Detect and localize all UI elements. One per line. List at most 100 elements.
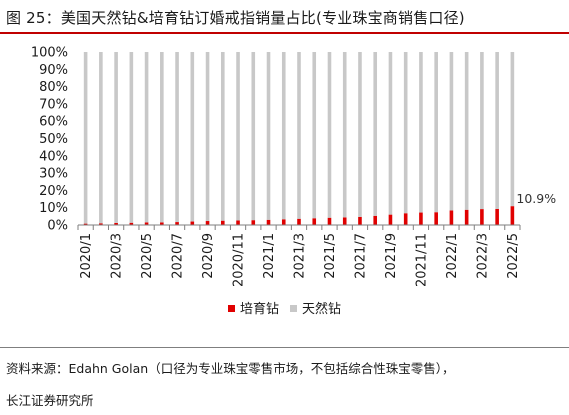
bar-segment-lab-grown (266, 219, 271, 225)
bar-segment-lab-grown (510, 206, 515, 225)
footer-divider (0, 347, 569, 348)
x-tick-label: 2020/9 (201, 233, 216, 279)
y-tick-label: 80% (39, 80, 68, 95)
y-tick-label: 40% (39, 149, 68, 164)
bar-segment-natural (236, 52, 240, 221)
x-tick-label: 2021/7 (353, 233, 368, 279)
bar-segment-lab-grown (388, 214, 393, 225)
bar-segment-natural (160, 52, 164, 223)
bar-segment-natural (220, 52, 225, 221)
bar-segment-lab-grown (190, 221, 195, 225)
y-tick-label: 60% (39, 115, 68, 130)
bar-segment-natural (342, 52, 347, 218)
bar-segment-lab-grown (175, 222, 179, 225)
bars (83, 52, 515, 225)
bar-segment-lab-grown (281, 219, 286, 225)
bar-segment-lab-grown (464, 209, 469, 225)
bar-segment-natural (358, 52, 362, 217)
bar-segment-natural (388, 52, 393, 215)
y-tick-label: 100% (31, 46, 68, 61)
y-tick-label: 30% (39, 167, 68, 182)
legend-item: 培育钻 (228, 301, 279, 317)
bar-segment-natural (99, 52, 103, 224)
bar-segment-lab-grown (495, 208, 499, 225)
legend-swatch (290, 305, 297, 312)
bar-segment-lab-grown (83, 223, 88, 225)
bar-segment-natural (312, 52, 317, 219)
bar-segment-natural (373, 52, 378, 216)
bar-segment-lab-grown (99, 223, 103, 225)
bar-segment-lab-grown (205, 221, 210, 225)
y-tick-label: 20% (39, 184, 68, 199)
bar-segment-natural (510, 52, 515, 207)
x-tick-label: 2021/11 (414, 233, 429, 287)
x-tick-label: 2021/9 (384, 233, 399, 279)
x-tick-label: 2021/1 (262, 233, 277, 279)
legend-swatch (228, 305, 235, 312)
legend: 培育钻 天然钻 (228, 301, 341, 317)
bar-segment-natural (114, 52, 118, 223)
x-tick-label: 2022/1 (445, 233, 460, 279)
y-tick-label: 70% (39, 97, 68, 112)
bar-segment-lab-grown (144, 222, 149, 225)
bar-segment-natural (251, 52, 256, 221)
legend-label: 天然钻 (302, 301, 341, 317)
bar-segment-natural (266, 52, 271, 220)
bar-segment-lab-grown (449, 210, 454, 225)
bar-segment-lab-grown (220, 220, 225, 225)
bar-segment-natural (129, 52, 134, 223)
bar-segment-lab-grown (373, 215, 378, 225)
bar-segment-lab-grown (342, 217, 347, 225)
bar-segment-lab-grown (251, 220, 256, 225)
x-axis: 2020/1 2020/3 2020/5 2020/7 2020/9 2020/11 202… (77, 224, 521, 287)
y-tick-label: 50% (39, 132, 68, 147)
y-tick-label: 10% (39, 201, 68, 216)
x-tick-label: 2020/11 (232, 233, 247, 287)
publisher-note: 长江证券研究所 (6, 393, 94, 408)
bar-segment-lab-grown (160, 222, 164, 225)
bar-segment-lab-grown (129, 222, 134, 225)
chart-title: 图 25：美国天然钻&培育钻订婚戒指销量占比(专业珠宝商销售口径) (6, 9, 465, 27)
y-axis: 0% 10% 20% 30% 40% 50% 60% 70% 80% 90% 100% (31, 46, 68, 234)
data-label: 10.9% (516, 191, 556, 206)
bar-segment-natural (297, 52, 301, 219)
bar-segment-natural (175, 52, 179, 223)
bar-segment-lab-grown (434, 212, 438, 225)
bar-segment-natural (205, 52, 210, 222)
bar-segment-natural (434, 52, 438, 213)
bar-segment-natural (449, 52, 454, 211)
annotations: 10.9% (516, 191, 556, 206)
legend-item: 天然钻 (290, 301, 341, 317)
x-tick-label: 2022/3 (475, 233, 490, 279)
bar-segment-natural (281, 52, 286, 220)
bar-segment-natural (327, 52, 332, 218)
bar-segment-lab-grown (358, 216, 362, 225)
bar-segment-lab-grown (327, 217, 332, 225)
bar-segment-lab-grown (312, 218, 317, 225)
bar-segment-lab-grown (236, 220, 240, 225)
y-tick-label: 90% (39, 63, 68, 78)
bar-segment-natural (464, 52, 469, 210)
x-tick-label: 2021/5 (323, 233, 338, 279)
x-tick-label: 2020/7 (171, 233, 186, 279)
bar-segment-lab-grown (114, 222, 118, 225)
bar-segment-natural (419, 52, 423, 213)
bar-segment-lab-grown (403, 213, 408, 225)
bar-segment-natural (403, 52, 408, 214)
y-tick-label: 0% (47, 219, 68, 234)
legend-label: 培育钻 (240, 301, 279, 317)
bar-segment-natural (83, 52, 88, 224)
bar-segment-natural (190, 52, 195, 222)
bar-segment-natural (144, 52, 149, 223)
x-tick-label: 2022/5 (506, 233, 521, 279)
x-tick-label: 2021/3 (293, 233, 308, 279)
x-tick-label: 2020/1 (79, 233, 94, 279)
x-tick-label: 2020/5 (140, 233, 155, 279)
bar-segment-natural (480, 52, 484, 210)
bar-segment-lab-grown (297, 218, 301, 225)
bar-segment-lab-grown (480, 209, 484, 225)
source-note: 资料来源：Edahn Golan（口径为专业珠宝零售市场，不包括综合性珠宝零售）… (6, 361, 455, 376)
x-tick-label: 2020/3 (110, 233, 125, 279)
title-divider (0, 32, 569, 34)
stacked-bar-chart: 0% 10% 20% 30% 40% 50% 60% 70% 80% 90% 100% 2020/1… (31, 46, 556, 318)
